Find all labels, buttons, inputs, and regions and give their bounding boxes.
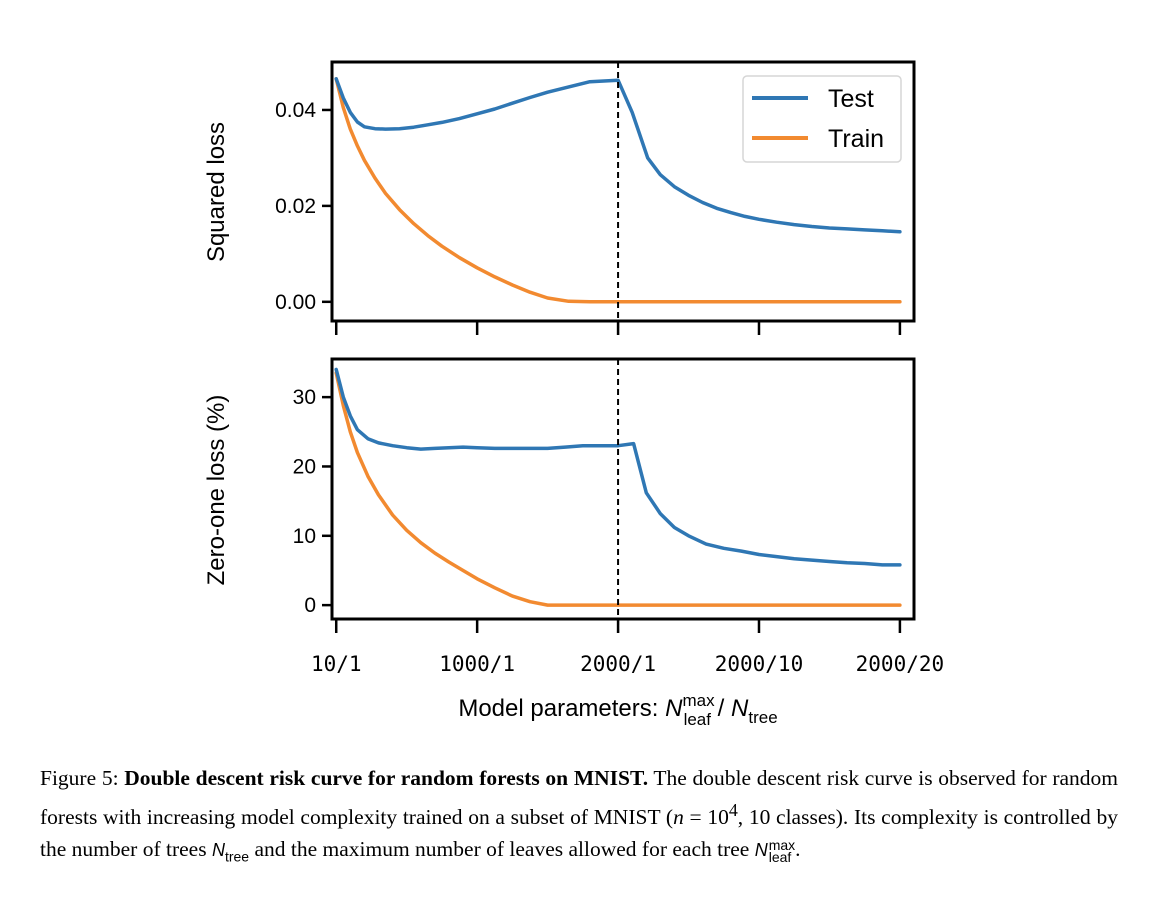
- caption-end: .: [795, 837, 801, 862]
- caption-title: Double descent risk curve for random for…: [124, 766, 649, 790]
- caption-label: Figure 5:: [40, 766, 125, 790]
- caption-nleaf-sup: max: [768, 837, 796, 854]
- caption-n-rest: , 10 classes). Its complexity is control…: [40, 805, 1118, 862]
- squared-loss-panel: 0.00 0.02 0.04 Squared loss Test Train: [203, 60, 916, 335]
- caption-nleaf-scripts: max leaf: [768, 837, 796, 866]
- bottom-y-axis-label: Zero-one loss (%): [203, 395, 230, 586]
- top-test-line: [334, 77, 902, 234]
- figure: 0.000.020.04 Squared loss Test Train 010…: [203, 60, 944, 729]
- top-y-tick-label: 0.04: [275, 99, 316, 122]
- bottom-test-line: [334, 367, 902, 567]
- bottom-x-ticks: 10/1 1000/1 2000/1 2000/10 2000/20: [311, 619, 944, 676]
- top-y-ticks: 0.00 0.02 0.04: [275, 99, 332, 314]
- x-tick-label: 10/1: [311, 652, 362, 676]
- x-tick-label: 2000/10: [715, 652, 804, 676]
- bottom-y-ticks: 0 10 20 30: [293, 386, 332, 617]
- bottom-series-lines: [334, 367, 902, 607]
- x-axis-label-separator: /: [711, 695, 731, 722]
- bottom-y-tick-label: 0: [304, 594, 316, 617]
- caption-text-2: and the maximum number of leaves allowed…: [249, 837, 755, 862]
- x-axis-label: Model parameters: Nmax leaf / Ntree: [458, 691, 777, 729]
- top-axes-frame: [330, 60, 916, 323]
- bottom-axes-frame: [330, 357, 916, 621]
- caption-n-eq: = 10: [683, 805, 729, 830]
- x-tick-label: 1000/1: [439, 652, 515, 676]
- x-axis-label-prefix: Model parameters:: [458, 695, 665, 722]
- caption-ntree-sub: tree: [224, 848, 250, 865]
- x-axis-label-max-sup: max: [682, 691, 715, 710]
- x-tick-label: 2000/1: [580, 652, 656, 676]
- caption-n-symbol: n: [673, 805, 684, 830]
- x-axis-label-ntree: N: [731, 695, 749, 722]
- x-axis-label-leaf-sub: leaf: [684, 710, 712, 729]
- top-series-lines: [334, 77, 902, 304]
- top-y-axis-label: Squared loss: [203, 122, 230, 262]
- caption-nleaf-var: N: [754, 840, 768, 861]
- zero-one-loss-panel: 0 10 20 30 10/1 1000/1 2000/1 2000/10 2000/20 Z…: [203, 357, 944, 676]
- legend-train-label: Train: [828, 125, 884, 153]
- legend-test-label: Test: [828, 85, 874, 113]
- x-axis-label-nleaf: N: [665, 695, 683, 722]
- x-axis-label-tree-sub: tree: [748, 708, 777, 727]
- top-train-line: [334, 77, 902, 304]
- caption-nleaf-sub: leaf: [768, 849, 792, 866]
- legend: Test Train: [742, 75, 902, 163]
- bottom-y-tick-label: 10: [293, 525, 316, 548]
- bottom-y-tick-label: 20: [293, 455, 316, 478]
- top-y-tick-label: 0.00: [275, 291, 316, 314]
- caption-text-1: The double descent risk curve is observe…: [40, 766, 1118, 830]
- figure-caption: Figure 5: Double descent risk curve for …: [40, 762, 1118, 872]
- top-y-tick-label: 0.02: [275, 195, 316, 218]
- bottom-train-line: [334, 371, 902, 607]
- caption-n-exp: 4: [728, 800, 738, 820]
- caption-ntree-var: N: [211, 840, 225, 861]
- bottom-y-tick-label: 30: [293, 386, 316, 409]
- x-tick-label: 2000/20: [856, 652, 945, 676]
